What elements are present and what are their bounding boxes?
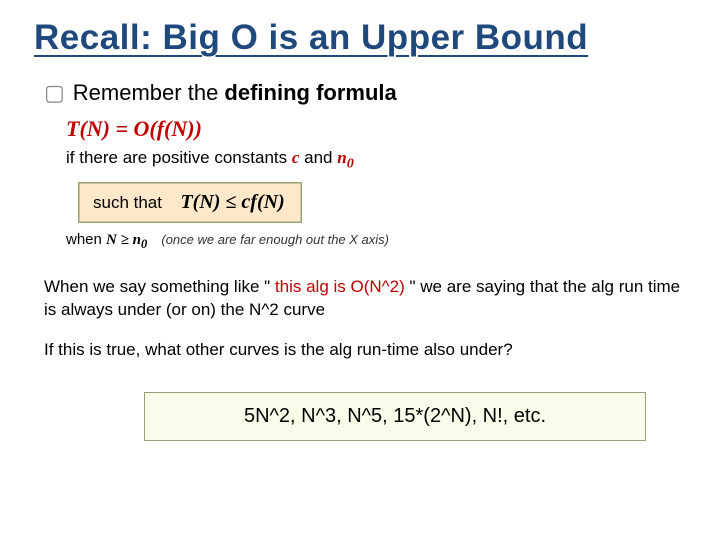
slide: Recall: Big O is an Upper Bound ▢ Remembe… (0, 0, 720, 540)
remember-bold: defining formula (224, 80, 396, 105)
remember-pre: Remember the (73, 80, 225, 105)
constants-mid: and (304, 148, 337, 167)
question-paragraph: If this is true, what other curves is th… (44, 340, 686, 360)
constants-row: if there are positive constants c and n0 (66, 148, 686, 172)
constants-pre: if there are positive constants (66, 148, 292, 167)
when-paren: (once we are far enough out the X axis) (161, 232, 389, 247)
such-that-label: such that (93, 193, 162, 212)
para1-red: this alg is O(N^2) (275, 277, 405, 296)
when-rhs: n0 (133, 232, 148, 248)
slide-title: Recall: Big O is an Upper Bound (34, 18, 686, 58)
answer-box: 5N^2, N^3, N^5, 15*(2^N), N!, etc. (144, 392, 646, 441)
formula-text: T(N) = O(f(N)) (66, 116, 202, 141)
slide-body: ▢ Remember the defining formula T(N) = O(… (34, 80, 686, 441)
when-row: when N ≥ n0 (once we are far enough out … (66, 231, 686, 252)
remember-line: ▢ Remember the defining formula (44, 80, 686, 106)
inequality-text: T(N) ≤ cf(N) (180, 191, 284, 213)
formula-row: T(N) = O(f(N)) (66, 116, 686, 142)
explanation-paragraph: When we say something like " this alg is… (44, 276, 686, 322)
para1-a: When we say something like " (44, 277, 275, 296)
such-that-box: such that T(N) ≤ cf(N) (78, 182, 302, 223)
bullet-icon: ▢ (44, 80, 65, 105)
const-c: c (292, 148, 300, 167)
when-lhs: N ≥ (106, 232, 133, 248)
const-n0: n0 (337, 148, 354, 167)
answer-text: 5N^2, N^3, N^5, 15*(2^N), N!, etc. (244, 405, 546, 427)
when-pre: when (66, 231, 106, 248)
